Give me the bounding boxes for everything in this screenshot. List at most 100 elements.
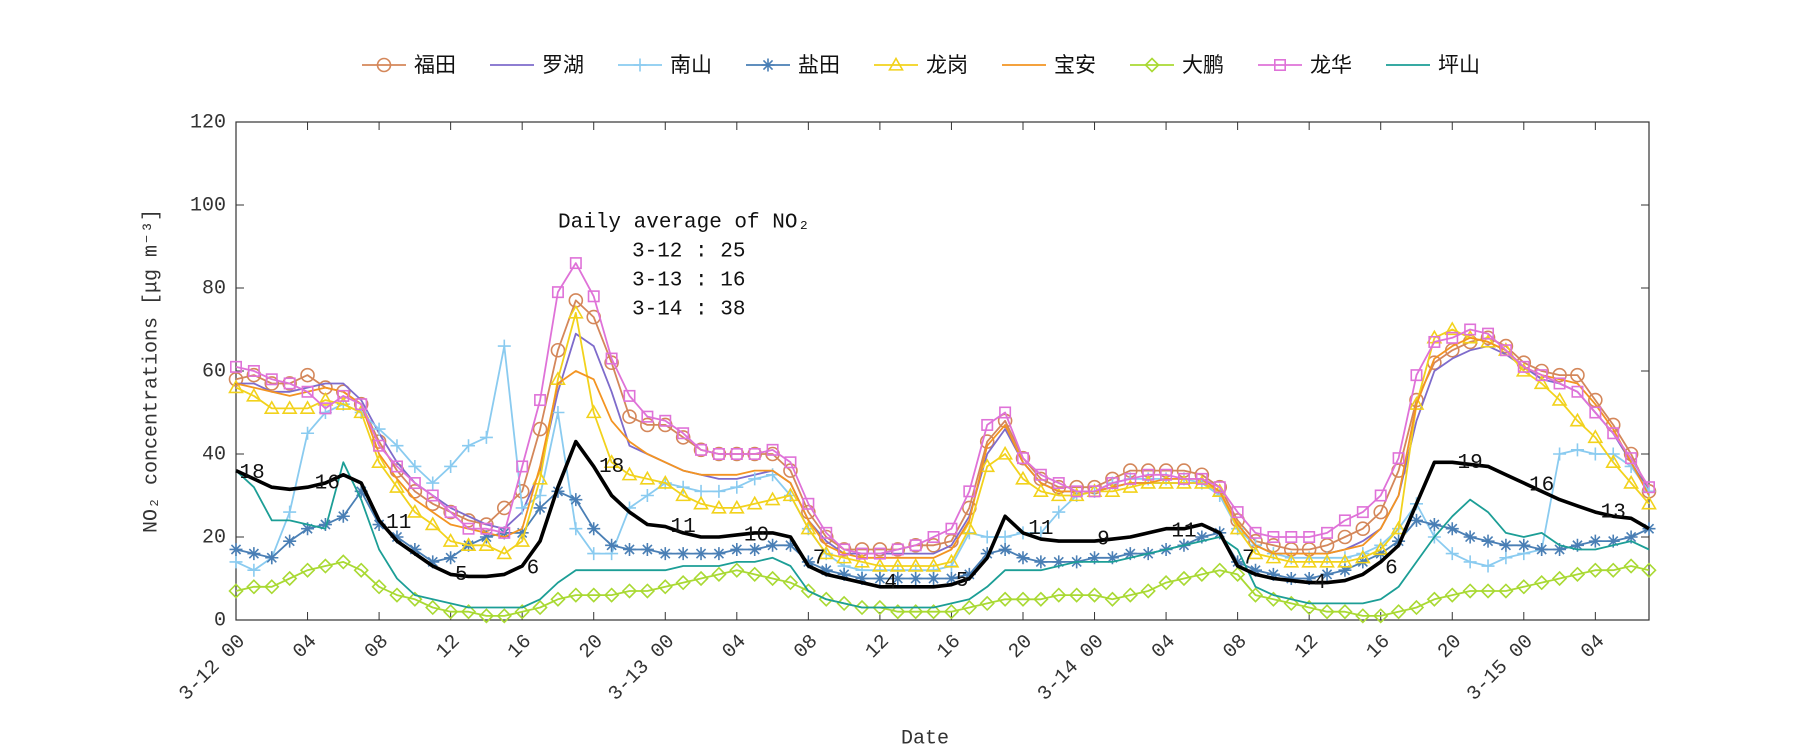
marker [639, 583, 656, 599]
marker [998, 542, 1012, 556]
marker [1229, 566, 1246, 582]
marker [442, 533, 459, 547]
marker [228, 583, 244, 599]
marker [1051, 587, 1067, 603]
marker [782, 575, 799, 591]
legend-label: 大鹏 [1182, 53, 1224, 77]
marker [1373, 608, 1389, 624]
marker [800, 583, 816, 599]
series [228, 554, 1657, 624]
marker [1624, 530, 1638, 544]
marker [1034, 555, 1048, 569]
marker [1266, 567, 1280, 581]
marker [1015, 470, 1031, 485]
marker [1338, 563, 1352, 577]
marker [963, 485, 976, 498]
marker [550, 591, 566, 607]
marker [1570, 443, 1584, 457]
marker [1052, 505, 1066, 519]
legend-label: 罗湖 [542, 53, 584, 77]
marker [890, 604, 906, 620]
marker [1158, 575, 1174, 591]
marker [622, 409, 637, 424]
marker [461, 513, 476, 528]
x-tick-label: 16 [933, 630, 966, 663]
marker [390, 439, 404, 453]
marker [711, 499, 727, 514]
annotation: 18 [239, 462, 264, 485]
marker [979, 595, 995, 612]
marker [657, 579, 673, 595]
marker [766, 538, 780, 552]
marker [1050, 487, 1067, 502]
legend-label: 龙华 [1310, 53, 1352, 77]
marker [265, 551, 279, 565]
marker [659, 414, 672, 427]
marker [908, 537, 923, 553]
marker [390, 530, 404, 544]
marker [1016, 452, 1029, 465]
marker [1571, 385, 1584, 398]
marker [264, 579, 280, 595]
marker [1408, 599, 1425, 616]
marker [1463, 530, 1477, 544]
annotation: 10 [744, 524, 769, 547]
marker [961, 520, 978, 535]
x-tick-label: 3-14 00 [1034, 630, 1110, 706]
annotation: 4 [1314, 572, 1327, 595]
y-tick-label: 0 [214, 609, 226, 632]
marker [460, 537, 477, 551]
marker [980, 530, 994, 544]
x-tick-label: 12 [1291, 630, 1324, 663]
marker [872, 557, 888, 572]
marker [443, 504, 458, 520]
marker [639, 470, 656, 485]
marker [1498, 338, 1514, 354]
marker [1052, 477, 1065, 490]
marker [764, 570, 781, 587]
marker [1588, 534, 1602, 548]
marker [390, 460, 403, 473]
marker [802, 497, 815, 510]
marker [1016, 551, 1030, 565]
marker [283, 534, 297, 548]
marker [282, 570, 298, 587]
x-axis-label: Date [901, 727, 949, 750]
marker [1070, 485, 1083, 498]
marker [998, 530, 1012, 544]
marker [1499, 538, 1513, 552]
marker [747, 566, 763, 582]
marker [389, 587, 405, 603]
marker [872, 542, 888, 557]
marker [961, 599, 977, 616]
marker [1553, 542, 1567, 556]
marker [569, 257, 582, 270]
text-box-line: 3-12 : 25 [632, 241, 745, 264]
legend-label: 南山 [670, 53, 712, 77]
marker [1213, 481, 1226, 494]
marker [890, 542, 906, 557]
marker [567, 304, 584, 319]
marker [1303, 530, 1316, 543]
text-box-line: 3-13 : 16 [632, 270, 745, 293]
marker [1641, 562, 1657, 578]
marker [1482, 327, 1495, 340]
marker [355, 398, 368, 411]
marker [335, 396, 352, 410]
x-tick-label: 04 [1148, 630, 1181, 663]
marker [1177, 472, 1190, 485]
marker [1319, 604, 1335, 620]
marker [247, 547, 261, 561]
x-tick-label: 3-13 00 [604, 630, 680, 706]
marker [407, 591, 423, 607]
legend-label: 福田 [414, 53, 456, 77]
marker [603, 454, 620, 468]
marker [1552, 367, 1567, 383]
marker [1015, 450, 1031, 466]
annotation: 9 [1097, 529, 1110, 552]
annotation: 18 [599, 456, 624, 479]
annotation: 7 [813, 547, 826, 570]
marker [999, 406, 1012, 419]
marker [425, 599, 441, 616]
